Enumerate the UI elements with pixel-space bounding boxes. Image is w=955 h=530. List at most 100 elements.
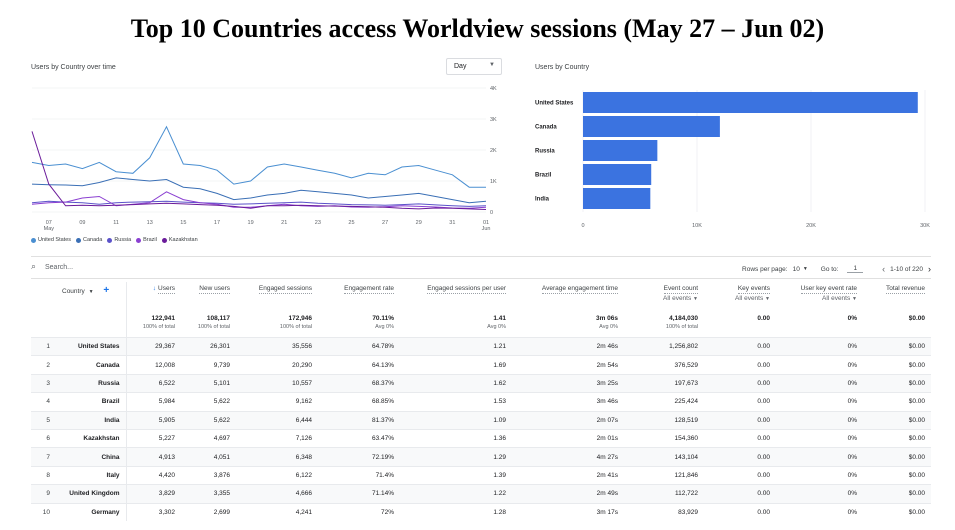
table-row[interactable]: 3 Russia 6,522 5,101 10,557 68.37% 1.62 3m 25s 1… [31, 373, 931, 393]
cell-users: 5,984 [126, 392, 181, 412]
legend-label: Russia [114, 237, 132, 243]
table-row[interactable]: 5 India 5,905 5,622 6,444 81.37% 1.09 2m 07s 128… [31, 410, 931, 430]
rows-per-page-value: 10 [792, 265, 800, 273]
country-header[interactable]: Country ▼ + [56, 282, 127, 313]
engaged-sessions-header[interactable]: Engaged sessions [258, 285, 312, 294]
chevron-left-icon[interactable]: ‹ [882, 264, 886, 274]
total-avg-engagement: 3m 06s Avg 0% [595, 315, 618, 330]
cell-engaged-per-user: 1.36 [400, 428, 512, 448]
cell-engaged-per-user: 1.62 [400, 373, 512, 393]
row-country[interactable]: Russia [56, 373, 127, 393]
y-tick-label: 0 [490, 210, 493, 216]
cell-key-events: 0.00 [704, 392, 776, 412]
cell-engagement-rate: 64.13% [318, 355, 400, 375]
x-tick-label: 15 [180, 220, 186, 226]
legend-item[interactable]: Kazakhstan [161, 237, 198, 243]
cell-user-key-rate: 0% [776, 392, 863, 412]
bar[interactable] [583, 92, 918, 113]
chevron-down-icon: ▼ [765, 296, 770, 302]
rows-per-page-select[interactable]: 10 ▼ [793, 266, 808, 273]
cell-user-key-rate: 0% [776, 428, 863, 448]
cell-engaged-per-user: 1.22 [400, 484, 512, 504]
toolbar-divider [31, 278, 931, 279]
cell-engaged-sessions: 4,241 [236, 502, 318, 521]
row-country[interactable]: Kazakhstan [56, 428, 127, 448]
key-events-filter[interactable]: All events [735, 295, 764, 302]
category-label: Canada [535, 125, 557, 131]
cell-engaged-sessions: 9,162 [236, 392, 318, 412]
cell-user-key-rate: 0% [776, 410, 863, 430]
legend-item[interactable]: Brazil [136, 237, 157, 243]
row-country[interactable]: Italy [56, 465, 127, 485]
table-row[interactable]: 4 Brazil 5,984 5,622 9,162 68.85% 1.53 3m 46s 22… [31, 392, 931, 412]
event-count-filter[interactable]: All events [663, 295, 692, 302]
user-key-rate-header[interactable]: User key event rate All events ▼ [800, 285, 857, 302]
cell-users: 4,420 [126, 465, 181, 485]
users-header[interactable]: ↓ Users [152, 285, 175, 294]
table-row[interactable]: 7 China 4,913 4,051 6,348 72.19% 1.29 4m 27s 143… [31, 447, 931, 467]
x-tick-label: 23 [315, 220, 321, 226]
cell-revenue: $0.00 [863, 484, 931, 504]
bar[interactable] [583, 140, 658, 161]
row-country[interactable]: Brazil [56, 392, 127, 412]
bar[interactable] [583, 188, 651, 209]
cell-engaged-per-user: 1.69 [400, 355, 512, 375]
cell-avg-engagement: 2m 07s [512, 410, 624, 430]
cell-engaged-sessions: 10,557 [236, 373, 318, 393]
row-country[interactable]: Canada [56, 355, 127, 375]
cell-engaged-sessions: 4,666 [236, 484, 318, 504]
table-row[interactable]: 2 Canada 12,008 9,739 20,290 64.13% 1.69 2m 54s… [31, 355, 931, 375]
row-index: 7 [31, 447, 56, 467]
engaged-per-user-header[interactable]: Engaged sessions per user [427, 285, 506, 294]
legend-dot-icon [107, 237, 113, 243]
legend-item[interactable]: Canada [76, 237, 102, 243]
table-row[interactable]: 9 United Kingdom 3,829 3,355 4,666 71.14% 1.22… [31, 484, 931, 504]
total-new-users: 108,117 100% of total [197, 315, 230, 330]
user-key-rate-filter[interactable]: All events [822, 295, 851, 302]
table-row[interactable]: 1 United States 29,367 26,301 35,556 64.78% 1.… [31, 336, 931, 356]
bar[interactable] [583, 116, 720, 137]
row-country[interactable]: United Kingdom [56, 484, 127, 504]
revenue-header[interactable]: Total revenue [885, 285, 925, 294]
add-dimension-icon[interactable]: + [103, 285, 110, 296]
granularity-value: Day [454, 63, 467, 70]
cell-new-users: 4,051 [181, 447, 236, 467]
granularity-dropdown[interactable]: Day ▼ [446, 58, 502, 75]
total-engagement-rate: 70.11% Avg 0% [372, 315, 394, 330]
cell-user-key-rate: 0% [776, 484, 863, 504]
y-tick-label: 1K [490, 179, 497, 185]
row-country[interactable]: China [56, 447, 127, 467]
goto-input[interactable]: 1 [847, 265, 864, 273]
chevron-right-icon[interactable]: › [928, 264, 931, 274]
event-count-header[interactable]: Event count All events ▼ [663, 285, 698, 302]
total-engaged-per-user: 1.41 Avg 0% [487, 315, 506, 330]
cell-avg-engagement: 4m 27s [512, 447, 624, 467]
bar-chart: 0 10K 20K 30K United States Canada Russia Brazi… [535, 90, 930, 229]
x-month-label: Jun [482, 226, 491, 232]
cell-engagement-rate: 63.47% [318, 428, 400, 448]
cell-engaged-per-user: 1.09 [400, 410, 512, 430]
new-users-header[interactable]: New users [199, 285, 230, 294]
table-row[interactable]: 6 Kazakhstan 5,227 4,697 7,126 63.47% 1.36 2m 0… [31, 428, 931, 448]
row-country[interactable]: United States [56, 336, 127, 356]
key-events-header[interactable]: Key events All events ▼ [735, 285, 770, 302]
cell-revenue: $0.00 [863, 502, 931, 521]
avg-engagement-header[interactable]: Average engagement time [541, 285, 618, 294]
row-country[interactable]: India [56, 410, 127, 430]
cell-new-users: 2,699 [181, 502, 236, 521]
search-input[interactable]: Search... [45, 264, 74, 271]
legend-item[interactable]: Russia [107, 237, 131, 243]
sort-down-icon: ↓ [152, 285, 157, 292]
legend-item[interactable]: United States [31, 237, 71, 243]
row-country[interactable]: Germany [56, 502, 127, 521]
row-index: 5 [31, 410, 56, 430]
x-tick-label: 17 [214, 220, 220, 226]
chevron-down-icon[interactable]: ▼ [88, 289, 94, 295]
search-icon[interactable]: ⌕ [31, 261, 37, 271]
bar[interactable] [583, 164, 652, 185]
engagement-rate-header[interactable]: Engagement rate [344, 285, 394, 294]
line-chart-legend: United States Canada Russia Brazil Kazakhsta… [31, 237, 198, 243]
table-row[interactable]: 10 Germany 3,302 2,699 4,241 72% 1.28 3m 17s 83,… [31, 502, 931, 521]
bar-chart-title: Users by Country [535, 64, 590, 71]
table-row[interactable]: 8 Italy 4,420 3,876 6,122 71.4% 1.39 2m 41s 121,… [31, 465, 931, 485]
